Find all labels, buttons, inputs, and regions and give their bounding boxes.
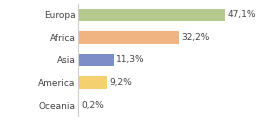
Text: 32,2%: 32,2% [181, 33, 210, 42]
Text: 0,2%: 0,2% [81, 101, 104, 110]
Bar [78, 9, 225, 21]
Bar [78, 99, 79, 111]
Text: 11,3%: 11,3% [116, 55, 145, 64]
Bar [78, 54, 114, 66]
Text: 9,2%: 9,2% [109, 78, 132, 87]
Text: 47,1%: 47,1% [228, 10, 256, 19]
Bar [78, 76, 107, 89]
Bar [78, 31, 179, 44]
